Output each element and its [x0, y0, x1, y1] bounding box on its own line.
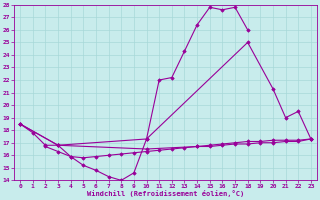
X-axis label: Windchill (Refroidissement éolien,°C): Windchill (Refroidissement éolien,°C): [87, 190, 244, 197]
